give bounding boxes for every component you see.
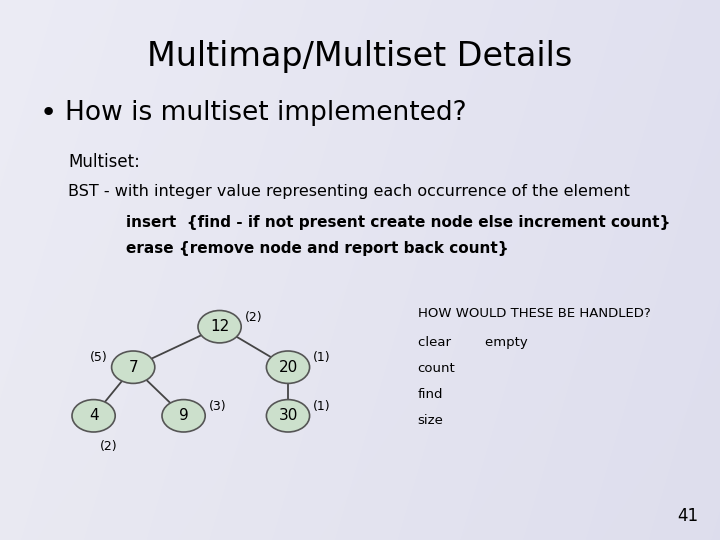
Text: Multimap/Multiset Details: Multimap/Multiset Details: [148, 40, 572, 73]
Circle shape: [112, 351, 155, 383]
Text: HOW WOULD THESE BE HANDLED?: HOW WOULD THESE BE HANDLED?: [418, 307, 650, 320]
Text: 12: 12: [210, 319, 229, 334]
Text: (1): (1): [313, 352, 330, 365]
Text: (3): (3): [209, 400, 226, 413]
Text: 9: 9: [179, 408, 189, 423]
Circle shape: [72, 400, 115, 432]
Circle shape: [266, 400, 310, 432]
Text: insert  {find - if not present create node else increment count}: insert {find - if not present create nod…: [126, 215, 670, 230]
Circle shape: [162, 400, 205, 432]
Text: 41: 41: [678, 507, 698, 525]
Text: 20: 20: [279, 360, 297, 375]
Text: (2): (2): [100, 440, 117, 453]
Circle shape: [198, 310, 241, 343]
Text: How is multiset implemented?: How is multiset implemented?: [65, 100, 467, 126]
Text: find: find: [418, 388, 443, 401]
Text: (5): (5): [90, 352, 108, 365]
Text: •: •: [40, 99, 57, 127]
Text: 4: 4: [89, 408, 99, 423]
Text: 30: 30: [279, 408, 297, 423]
Text: 7: 7: [128, 360, 138, 375]
Text: (1): (1): [313, 400, 330, 413]
Text: size: size: [418, 414, 444, 427]
Text: BST - with integer value representing each occurrence of the element: BST - with integer value representing ea…: [68, 184, 630, 199]
Text: erase {remove node and report back count}: erase {remove node and report back count…: [126, 241, 508, 256]
Text: count: count: [418, 362, 455, 375]
Text: (2): (2): [245, 311, 262, 324]
Text: Multiset:: Multiset:: [68, 153, 140, 171]
Text: clear        empty: clear empty: [418, 336, 527, 349]
Circle shape: [266, 351, 310, 383]
